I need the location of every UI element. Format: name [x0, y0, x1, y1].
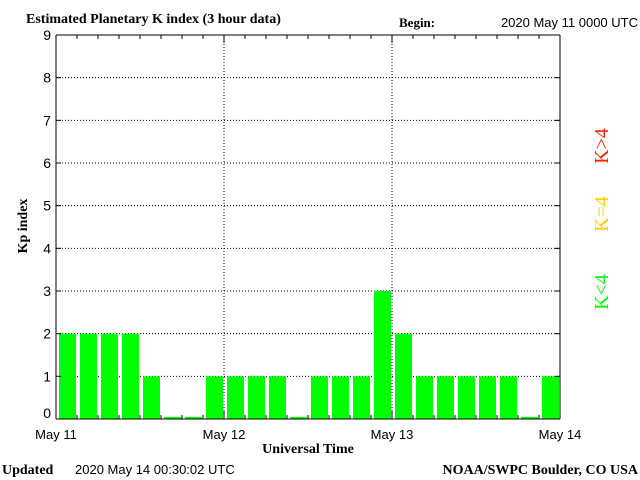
kp-bar [248, 376, 265, 419]
x-tick-label: May 12 [203, 427, 246, 442]
y-tick-label: 4 [43, 240, 51, 256]
kp-bar [311, 376, 328, 419]
kp-bar [269, 376, 286, 419]
x-tick-label: May 13 [371, 427, 414, 442]
kp-bar [122, 333, 139, 419]
kp-bar [332, 376, 349, 419]
kp-bar [395, 333, 412, 419]
x-tick-label: May 14 [539, 427, 582, 442]
kp-bar [143, 376, 160, 419]
y-tick-label: 1 [43, 368, 51, 384]
kp-bar [185, 416, 202, 419]
legend-low: K<4 [591, 274, 613, 310]
kp-bar [458, 376, 475, 419]
kp-bar [164, 416, 181, 419]
y-tick-labels: 0 1 2 3 4 5 6 7 8 9 [43, 27, 51, 421]
kp-bar [521, 416, 538, 419]
kp-bar [80, 333, 97, 419]
kp-bar [353, 376, 370, 419]
kp-bar [59, 333, 76, 419]
y-tick-label: 9 [43, 27, 51, 43]
kp-bar [542, 376, 559, 419]
x-tick-label: May 11 [35, 427, 77, 442]
kp-bar [290, 416, 307, 419]
y-tick-label: 3 [43, 283, 51, 299]
axes [55, 34, 561, 420]
y-tick-label: 8 [43, 70, 51, 86]
kp-bar [500, 376, 517, 419]
source-credit: NOAA/SWPC Boulder, CO USA [442, 463, 638, 478]
y-tick-label: 7 [43, 112, 51, 128]
bars [59, 291, 559, 419]
begin-label: Begin: [399, 15, 435, 30]
y-tick-label: 6 [43, 155, 51, 171]
kp-bar [437, 376, 454, 419]
kp-bar [101, 333, 118, 419]
updated-label: Updated [2, 463, 54, 478]
y-axis-label: Kp index [16, 199, 31, 254]
chart-title: Estimated Planetary K index (3 hour data… [26, 12, 281, 27]
kp-bar [416, 376, 433, 419]
y-tick-label: 5 [43, 198, 51, 214]
x-tick-labels: May 11 May 12 May 13 May 14 [35, 427, 581, 442]
x-axis-label: Universal Time [262, 442, 354, 457]
y-tick-label: 0 [43, 405, 51, 421]
legend-high: K>4 [591, 128, 613, 164]
legend-equal: K=4 [591, 196, 613, 232]
kp-bar [479, 376, 496, 419]
kp-bar [374, 291, 391, 419]
kp-bar [227, 376, 244, 419]
kp-bar [206, 376, 223, 419]
begin-value: 2020 May 11 0000 UTC [501, 15, 638, 30]
y-tick-label: 2 [43, 326, 51, 342]
updated-value: 2020 May 14 00:30:02 UTC [75, 462, 235, 477]
